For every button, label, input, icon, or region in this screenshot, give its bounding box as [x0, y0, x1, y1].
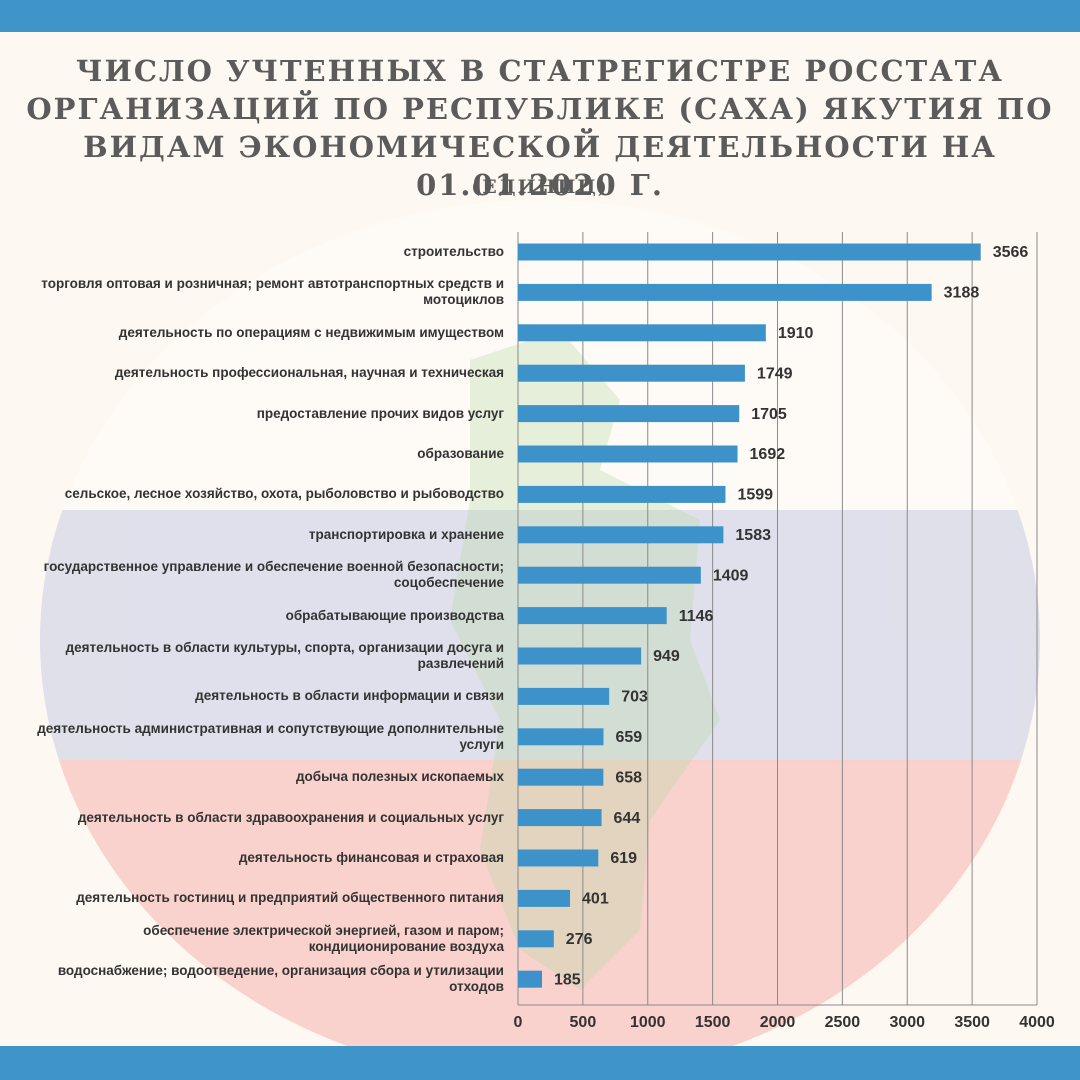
y-tick-label: водоснабжение; водоотведение, организаци…: [57, 963, 504, 995]
bar: [518, 526, 724, 544]
bottom-band: [0, 1046, 1080, 1080]
bar: [518, 607, 667, 625]
y-tick-label: деятельность в области здравоохранения и…: [77, 809, 504, 825]
x-tick-label: 2500: [825, 1014, 861, 1031]
y-tick-label: добыча полезных ископаемых: [295, 769, 504, 785]
y-tick-label: образование: [417, 446, 504, 461]
y-tick-label: государственное управление и обеспечение…: [43, 559, 504, 591]
data-label: 658: [615, 769, 642, 786]
bar: [518, 849, 599, 867]
data-label: 1749: [757, 365, 793, 382]
data-label: 1599: [737, 487, 773, 504]
bar: [518, 728, 604, 746]
data-label: 949: [653, 648, 680, 665]
bar: [518, 283, 932, 301]
x-tick-label: 3000: [889, 1014, 925, 1031]
y-tick-label: деятельность в области культуры, спорта,…: [65, 640, 504, 671]
bar: [518, 445, 738, 463]
data-label: 1583: [735, 527, 771, 544]
y-tick-label: предоставление прочих видов услуг: [256, 405, 504, 421]
bar: [518, 687, 610, 705]
data-label: 3566: [993, 244, 1029, 261]
bar: [518, 930, 554, 948]
x-tick-label: 4000: [1019, 1014, 1055, 1031]
data-label: 1692: [750, 446, 786, 463]
y-tick-label: торговля оптовая и розничная; ремонт авт…: [41, 276, 504, 308]
bar: [518, 243, 981, 261]
bar: [518, 889, 571, 907]
y-tick-label: деятельность гостиниц и предприятий обще…: [76, 890, 504, 906]
x-tick-label: 3500: [954, 1014, 990, 1031]
data-label: 619: [610, 850, 637, 867]
y-tick-label: деятельность финансовая и страховая: [238, 850, 504, 865]
x-tick-label: 1500: [695, 1014, 731, 1031]
bar: [518, 647, 642, 665]
y-tick-label: обеспечение электрической энергией, газо…: [143, 922, 504, 954]
top-band: [0, 0, 1080, 32]
bar: [518, 566, 701, 584]
bar: [518, 768, 604, 786]
x-tick-label: 500: [570, 1014, 597, 1031]
x-tick-label: 1000: [630, 1014, 666, 1031]
data-label: 1910: [778, 325, 814, 342]
bar: [518, 324, 766, 342]
data-label: 659: [616, 729, 643, 746]
data-label: 703: [621, 689, 648, 706]
x-tick-label: 0: [514, 1014, 523, 1031]
y-tick-label: обрабатывающие производства: [285, 607, 504, 623]
data-label: 3188: [944, 285, 980, 302]
y-tick-label: деятельность профессиональная, научная и…: [114, 365, 504, 381]
y-tick-label: деятельность в области информации и связ…: [195, 688, 504, 704]
data-label: 644: [614, 810, 641, 827]
data-label: 185: [554, 971, 581, 988]
y-tick-label: строительство: [403, 244, 504, 259]
bar: [518, 485, 726, 503]
x-tick-label: 2000: [760, 1014, 796, 1031]
data-label: 1705: [751, 406, 787, 423]
data-label: 276: [566, 931, 593, 948]
y-tick-label: деятельность административная и сопутств…: [37, 720, 504, 752]
data-label: 401: [582, 891, 609, 908]
bar: [518, 970, 543, 988]
bar: [518, 364, 745, 382]
y-tick-label: транспортировка и хранение: [308, 526, 504, 542]
chart-subtitle: (ЕДИНИЦ): [471, 176, 609, 198]
y-tick-label: деятельность по операциям с недвижимым и…: [118, 324, 504, 340]
y-tick-label: сельское, лесное хозяйство, охота, рыбол…: [64, 486, 504, 502]
bar: [518, 809, 602, 827]
data-label: 1409: [713, 567, 749, 584]
chart-title: ЧИСЛО УЧТЕННЫХ В СТАТРЕГИСТРЕ РОССТАТА О…: [26, 54, 1054, 202]
data-label: 1146: [679, 608, 714, 625]
bar: [518, 405, 740, 423]
